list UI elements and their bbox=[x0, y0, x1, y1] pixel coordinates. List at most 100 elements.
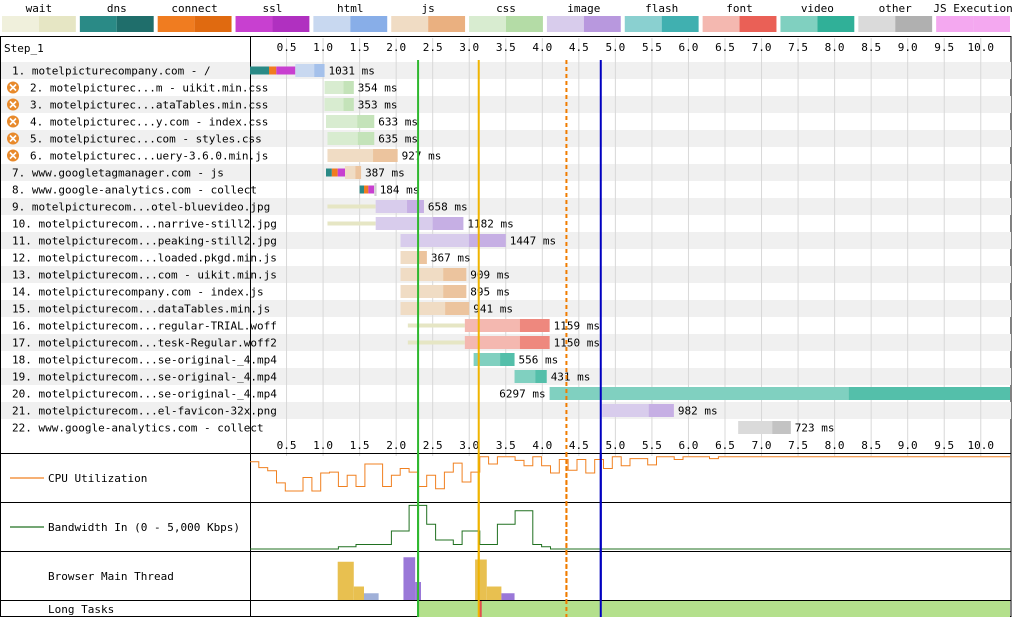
request-label: 10. motelpicturecom...narrive-still2.jpg bbox=[12, 218, 277, 231]
error-icon-cross bbox=[9, 151, 17, 160]
request-duration: 658 ms bbox=[428, 201, 468, 214]
request-duration: 367 ms bbox=[431, 252, 471, 265]
request-download-bar bbox=[443, 285, 467, 298]
legend-swatch-dark bbox=[583, 16, 621, 32]
request-duration: 1447 ms bbox=[510, 235, 556, 248]
request-dns-bar bbox=[326, 168, 332, 177]
request-label: 18. motelpicturecom...se-original-_4.mp4 bbox=[12, 354, 277, 367]
request-label: 21. motelpicturecom...el-favicon-32x.png bbox=[12, 405, 277, 418]
request-duration: 1159 ms bbox=[554, 320, 600, 333]
request-label: 3. motelpicturec...ataTables.min.css bbox=[30, 99, 268, 112]
legend-swatch-dark bbox=[350, 16, 388, 32]
tick-label-bottom: 2.0 bbox=[386, 439, 406, 452]
request-duration: 909 ms bbox=[470, 269, 510, 282]
tick-label-bottom: 6.5 bbox=[715, 439, 735, 452]
legend-swatch-light bbox=[235, 16, 273, 32]
error-icon-cross bbox=[9, 134, 17, 143]
tick-label-bottom: 4.0 bbox=[532, 439, 552, 452]
legend-label-video: video bbox=[801, 2, 834, 15]
request-label: 14. motelpicturecompany.com - index.js bbox=[12, 286, 264, 299]
long-tasks-bar bbox=[418, 601, 1011, 617]
request-wait-bar bbox=[327, 204, 376, 209]
legend-label-js-execution: JS Execution bbox=[933, 2, 1012, 15]
tick-label-top: 0.5 bbox=[277, 41, 297, 54]
tick-label-bottom: 2.5 bbox=[423, 439, 443, 452]
request-duration: 556 ms bbox=[519, 354, 559, 367]
tick-label-top: 6.5 bbox=[715, 41, 735, 54]
request-label: 17. motelpicturecom...tesk-Regular.woff2 bbox=[12, 337, 277, 350]
request-download-bar bbox=[357, 132, 375, 145]
request-connect-bar bbox=[269, 66, 277, 75]
legend-label-other: other bbox=[879, 2, 912, 15]
request-label: 20. motelpicturecom...se-original-_4.mp4 bbox=[12, 388, 277, 401]
tick-label-bottom: 8.5 bbox=[861, 439, 881, 452]
tick-label-top: 8.0 bbox=[825, 41, 845, 54]
request-label: 19. motelpicturecom...se-original-_4.mp4 bbox=[12, 371, 277, 384]
legend-swatch-dark bbox=[739, 16, 777, 32]
request-duration: 184 ms bbox=[380, 184, 420, 197]
legend-swatch-dark bbox=[272, 16, 310, 32]
legend-swatch-dark bbox=[661, 16, 699, 32]
request-label: 13. motelpicturecom...com - uikit.min.js bbox=[12, 269, 277, 282]
main-thread-activity bbox=[353, 586, 364, 600]
request-label: 1. motelpicturecompany.com - / bbox=[12, 65, 211, 78]
legend-label-connect: connect bbox=[171, 2, 217, 15]
request-download-bar bbox=[314, 64, 325, 77]
tick-label-bottom: 9.5 bbox=[934, 439, 954, 452]
tick-label-bottom: 8.0 bbox=[825, 439, 845, 452]
request-wait-bar bbox=[327, 221, 376, 226]
request-bar[interactable] bbox=[374, 183, 377, 196]
legend-swatch-dark bbox=[506, 16, 543, 32]
request-download-bar bbox=[417, 251, 427, 264]
legend-swatch-dark bbox=[817, 16, 855, 32]
request-duration: 1182 ms bbox=[467, 218, 513, 231]
request-label: 15. motelpicturecom...dataTables.min.js bbox=[12, 303, 270, 316]
tick-label-top: 6.0 bbox=[679, 41, 699, 54]
request-label: 4. motelpicturec...y.com - index.css bbox=[30, 116, 268, 129]
request-download-bar bbox=[375, 183, 377, 196]
bandwidth-label: Bandwidth In (0 - 5,000 Kbps) bbox=[48, 521, 240, 534]
request-duration: 1031 ms bbox=[329, 65, 375, 78]
request-download-bar bbox=[848, 387, 1010, 400]
request-label: 9. motelpicturecom...otel-bluevideo.jpg bbox=[12, 201, 270, 214]
tick-label-bottom: 6.0 bbox=[679, 439, 699, 452]
bandwidth-series-line bbox=[250, 504, 1010, 550]
legend-swatch-dark bbox=[194, 16, 232, 32]
request-label: 22. www.google-analytics.com - collect bbox=[12, 422, 264, 435]
request-label: 7. www.googletagmanager.com - js bbox=[12, 167, 224, 180]
legend-swatch-light bbox=[702, 16, 740, 32]
request-download-bar bbox=[343, 81, 354, 94]
legend-swatch-light bbox=[79, 16, 117, 32]
request-download-bar bbox=[648, 404, 674, 417]
request-duration: 6297 ms bbox=[499, 388, 545, 401]
tick-label-top: 9.5 bbox=[934, 41, 954, 54]
legend-swatch-dark bbox=[895, 16, 933, 32]
tick-label-bottom: 4.5 bbox=[569, 439, 589, 452]
tick-label-top: 4.5 bbox=[569, 41, 589, 54]
request-download-bar bbox=[355, 166, 362, 179]
legend-swatch-dark bbox=[116, 16, 154, 32]
cpu-series-line bbox=[250, 456, 1010, 492]
request-ssl-bar bbox=[337, 168, 345, 177]
request-duration: 895 ms bbox=[470, 286, 510, 299]
legend-label-html: html bbox=[337, 2, 364, 15]
tick-label-bottom: 5.0 bbox=[605, 439, 625, 452]
legend-swatch-light bbox=[780, 16, 818, 32]
tick-label-bottom: 7.0 bbox=[752, 439, 772, 452]
main-thread-activity bbox=[501, 593, 515, 600]
long-tasks-label: Long Tasks bbox=[48, 603, 114, 616]
tick-label-top: 3.5 bbox=[496, 41, 516, 54]
legend-swatch-light bbox=[469, 16, 506, 32]
legend-label-image: image bbox=[567, 2, 600, 15]
request-duration: 353 ms bbox=[358, 99, 398, 112]
request-connect-bar bbox=[364, 185, 369, 194]
request-download-bar bbox=[445, 302, 470, 315]
tick-label-top: 4.0 bbox=[532, 41, 552, 54]
legend-swatch-dark bbox=[38, 16, 76, 32]
request-download-bar bbox=[373, 149, 398, 162]
legend-swatch-light bbox=[391, 16, 429, 32]
request-label: 6. motelpicturec...uery-3.6.0.min.js bbox=[30, 150, 268, 163]
main-thread-label: Browser Main Thread bbox=[48, 570, 174, 583]
main-thread-activity bbox=[364, 593, 379, 600]
